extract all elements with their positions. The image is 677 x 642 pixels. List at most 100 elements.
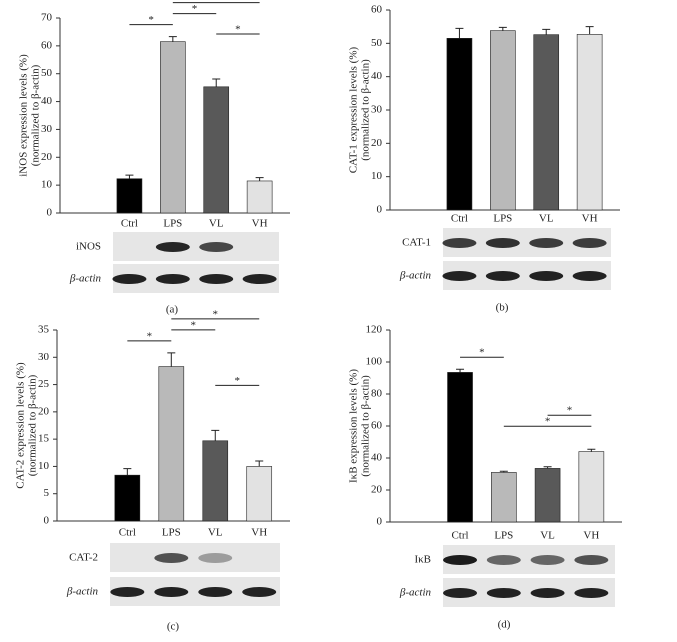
bar	[203, 86, 230, 214]
bar	[446, 38, 473, 211]
significance-label: *	[234, 375, 240, 387]
error-bar	[585, 26, 594, 35]
y-axis-label: iNOS expression levels (%)	[18, 54, 30, 177]
error-bar	[125, 174, 134, 179]
blot-band	[530, 555, 565, 565]
y-tick-label: 40	[371, 70, 383, 82]
y-tick-label: 40	[371, 452, 383, 464]
y-tick-label: 0	[377, 204, 383, 216]
x-tick-label: Ctrl	[451, 213, 468, 225]
y-tick-label: 0	[377, 516, 383, 528]
blot-band	[572, 271, 607, 281]
x-tick-label: VL	[208, 527, 223, 539]
x-tick-label: VL	[539, 213, 554, 225]
blot-band	[529, 271, 564, 281]
significance-label: *	[191, 319, 197, 331]
bar	[534, 468, 561, 523]
panel-label: (a)	[166, 304, 179, 316]
blot-band	[530, 588, 565, 598]
blot-label: iNOS	[76, 241, 101, 253]
blot-band	[485, 238, 520, 248]
blot-band	[486, 555, 521, 565]
y-tick-label: 10	[38, 460, 50, 472]
blot-band	[198, 587, 233, 597]
y-tick-label: 30	[371, 104, 383, 116]
y-tick-label: 10	[371, 170, 383, 182]
blot-band	[112, 274, 147, 284]
blot-band	[443, 555, 478, 565]
x-tick-label: LPS	[163, 218, 182, 230]
x-tick-label: Ctrl	[119, 527, 136, 539]
x-tick-label: VH	[582, 213, 598, 225]
bar	[114, 474, 141, 522]
bar	[447, 372, 473, 523]
blot-label: β-actin	[66, 586, 99, 598]
y-tick-label: 50	[41, 67, 53, 79]
y-tick-label: 80	[371, 388, 383, 400]
blot-band	[486, 588, 521, 598]
bar	[246, 466, 273, 522]
y-axis-label: CAT-1 expression levels (%)	[348, 46, 360, 173]
x-tick-label: LPS	[493, 213, 512, 225]
bar	[578, 451, 605, 523]
blot-band	[199, 242, 234, 252]
y-tick-label: 20	[41, 151, 53, 163]
panel-label: (c)	[167, 621, 180, 633]
y-axis-label: (normalized to β-actin)	[360, 375, 372, 477]
y-tick-label: 5	[44, 487, 50, 499]
y-tick-label: 25	[38, 378, 50, 390]
y-tick-label: 10	[41, 179, 53, 191]
blot-label: CAT-1	[402, 237, 431, 249]
blot-label: β-actin	[399, 587, 432, 599]
blot-band	[574, 588, 609, 598]
blot-band	[574, 555, 609, 565]
blot-band	[572, 238, 607, 248]
blot-band	[154, 587, 189, 597]
error-bar	[123, 468, 132, 476]
blot-band	[155, 274, 190, 284]
y-axis-label: CAT-2 expression levels (%)	[15, 362, 27, 489]
y-tick-label: 20	[371, 137, 383, 149]
x-tick-label: VH	[583, 530, 599, 542]
y-tick-label: 0	[47, 207, 53, 219]
error-bar	[498, 26, 507, 31]
significance-label: *	[479, 347, 485, 359]
bar	[533, 34, 560, 211]
y-tick-label: 60	[41, 39, 53, 51]
significance-label: *	[147, 330, 153, 342]
blot-band	[485, 271, 520, 281]
blot	[110, 543, 280, 572]
y-axis-label: (normalized to β-actin)	[30, 64, 42, 166]
y-tick-label: 0	[44, 515, 50, 527]
blot-band	[155, 242, 190, 252]
bar	[160, 41, 186, 214]
significance-label: *	[192, 3, 198, 15]
bar	[246, 180, 273, 214]
blot-label: IκB	[414, 554, 431, 566]
error-bar	[542, 28, 551, 35]
blot-band	[443, 588, 478, 598]
x-tick-label: LPS	[494, 530, 513, 542]
y-tick-label: 35	[38, 324, 50, 336]
bar	[576, 34, 603, 211]
error-bar	[499, 470, 508, 473]
y-tick-label: 40	[41, 95, 53, 107]
y-tick-label: 100	[366, 356, 383, 368]
blot-band	[529, 238, 564, 248]
blot-band	[442, 238, 477, 248]
x-tick-label: Ctrl	[121, 218, 138, 230]
blot-band	[154, 553, 189, 563]
bar	[158, 366, 185, 522]
y-tick-label: 60	[371, 4, 383, 16]
y-tick-label: 50	[371, 37, 383, 49]
bar	[116, 178, 143, 214]
error-bar	[211, 429, 220, 441]
x-tick-label: VL	[540, 530, 555, 542]
error-bar	[587, 448, 596, 452]
y-tick-label: 15	[38, 433, 50, 445]
error-bar	[456, 368, 465, 373]
error-bar	[255, 177, 264, 181]
y-tick-label: 30	[38, 351, 50, 363]
significance-label: *	[213, 0, 219, 4]
